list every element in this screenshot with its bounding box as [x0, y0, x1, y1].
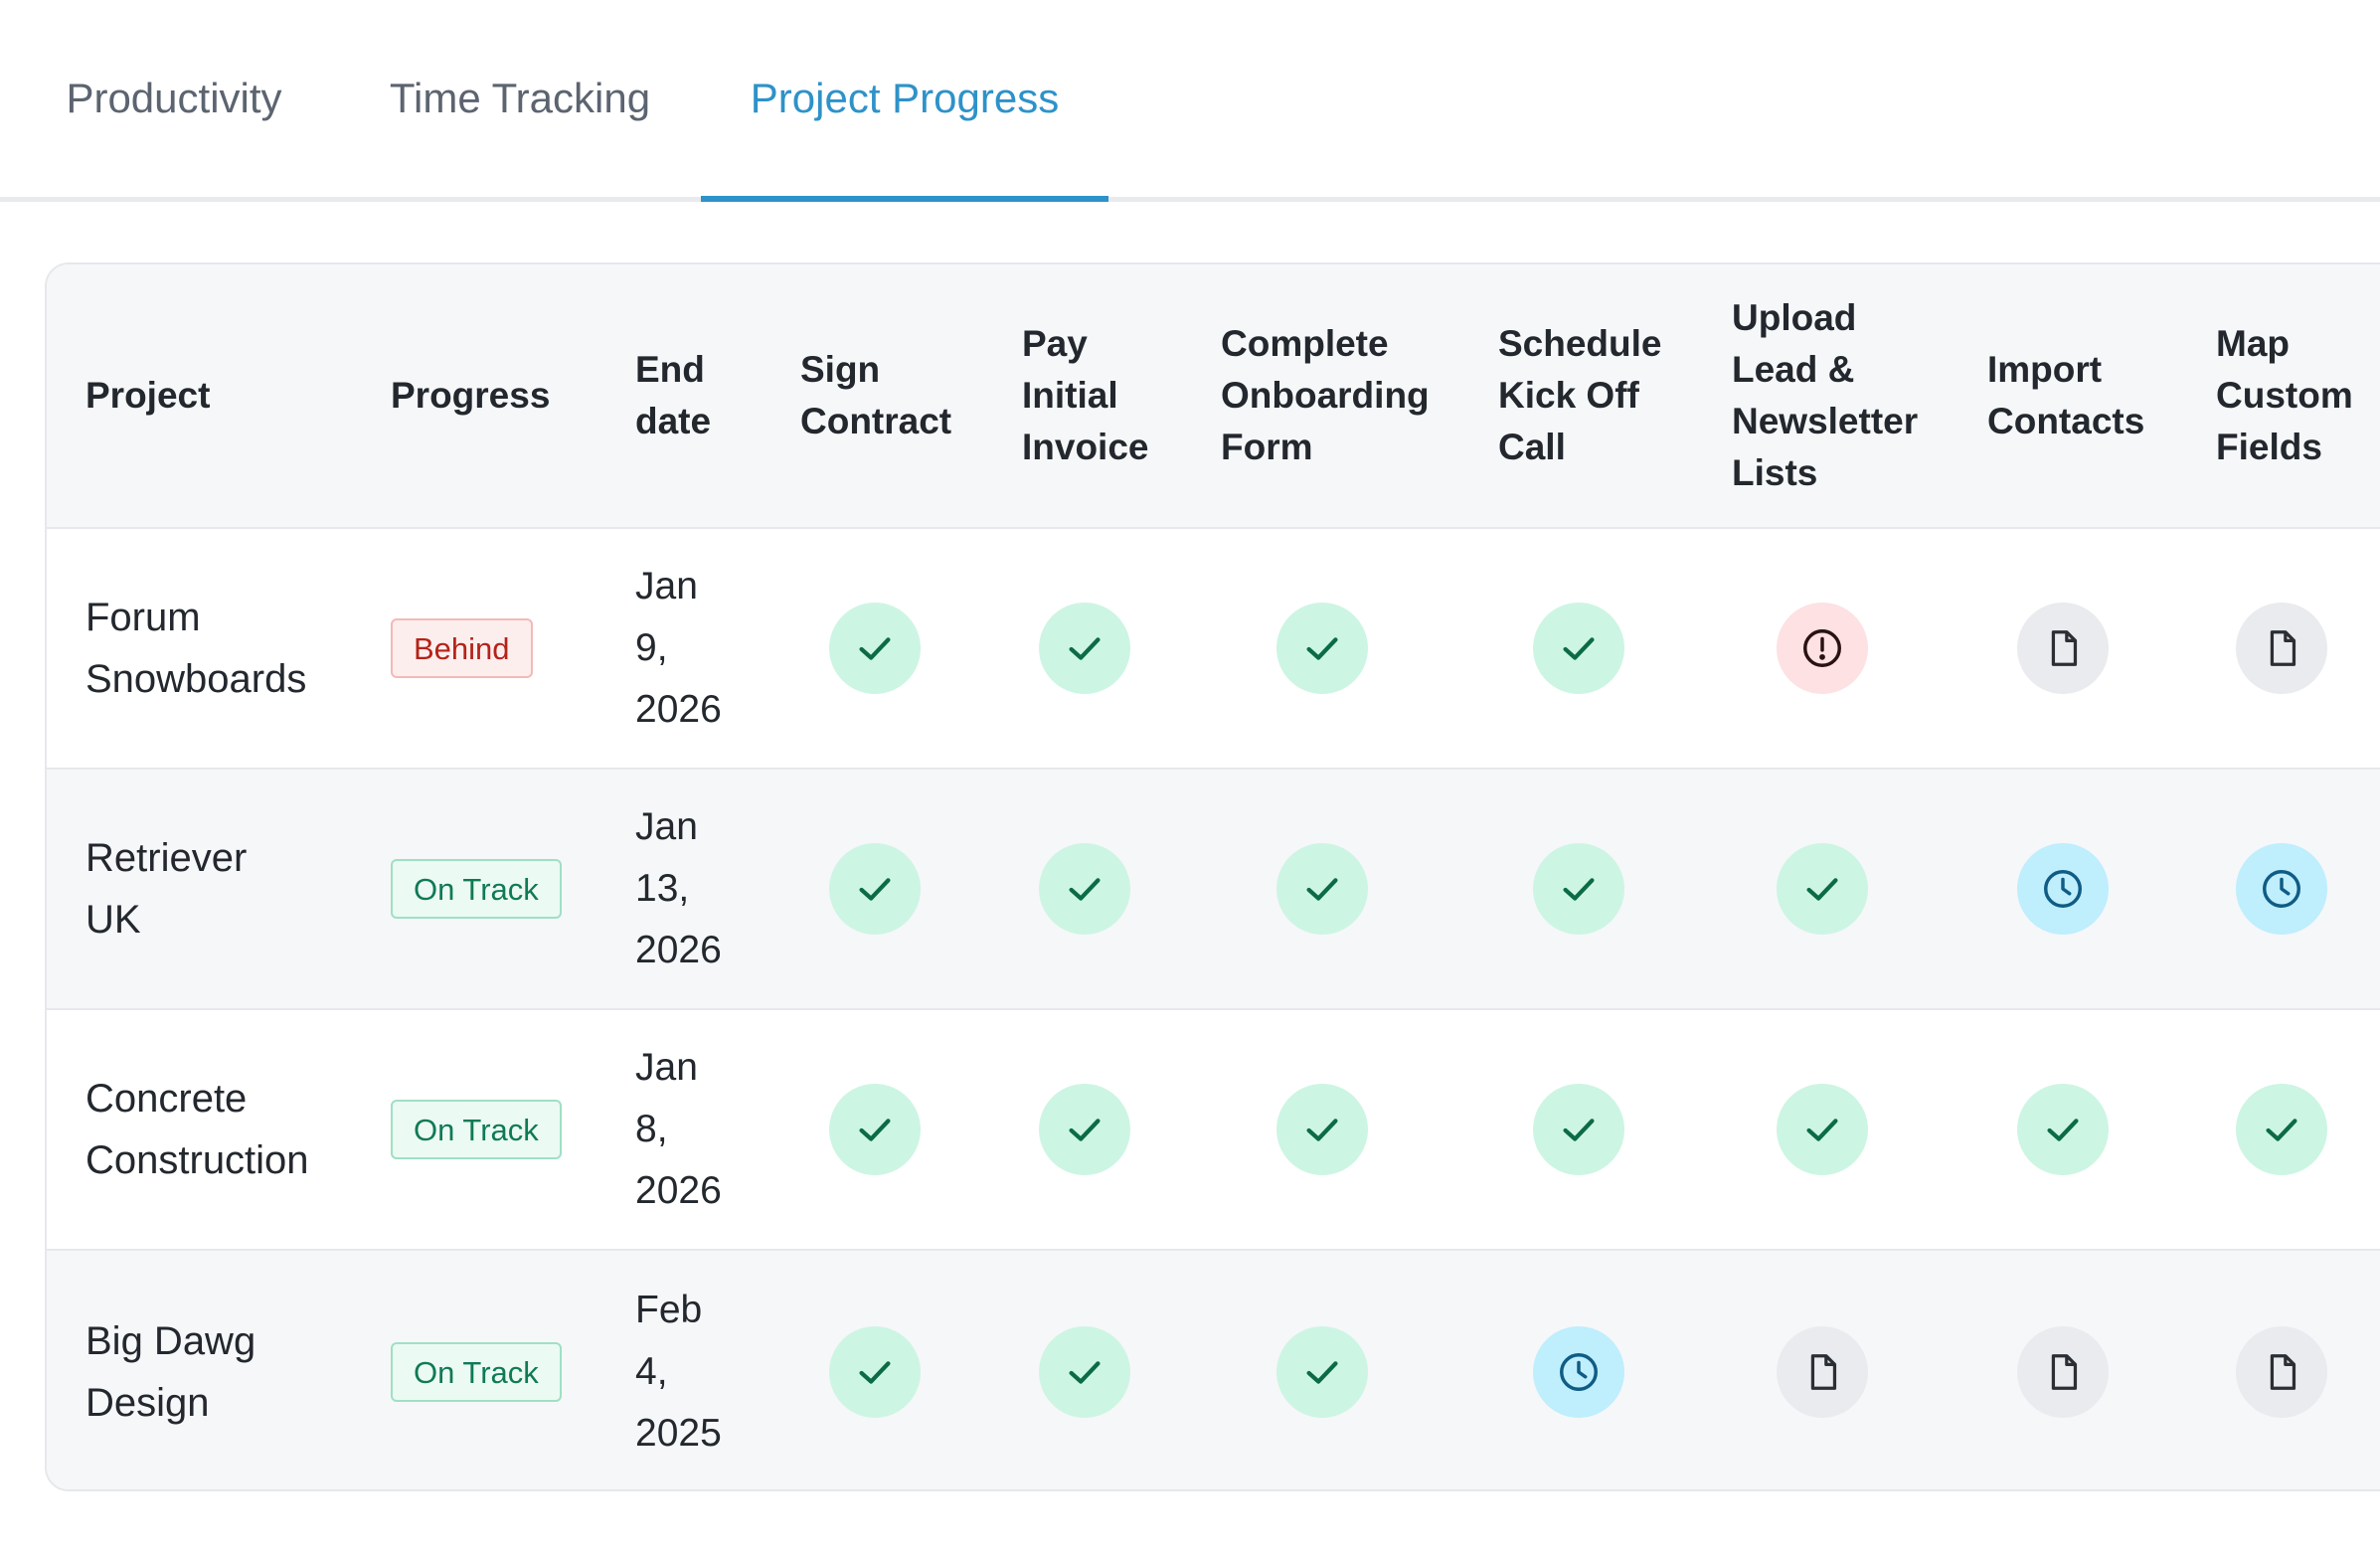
check-icon[interactable]	[2236, 1084, 2327, 1175]
column-header-project[interactable]: Project	[85, 375, 211, 416]
status-badge: Behind	[391, 618, 533, 678]
status-badge: On Track	[391, 859, 562, 919]
check-icon[interactable]	[1276, 843, 1368, 935]
clock-icon[interactable]	[2236, 843, 2327, 935]
status-cell-pay-initial-invoice	[1015, 1010, 1154, 1249]
check-icon[interactable]	[1533, 1084, 1624, 1175]
status-cell-sign-contract	[805, 1010, 944, 1249]
check-icon[interactable]	[829, 1326, 921, 1418]
document-icon[interactable]	[2236, 1326, 2327, 1418]
end-date: Jan 13, 2026	[635, 805, 722, 971]
check-icon[interactable]	[1777, 843, 1868, 935]
status-badge: On Track	[391, 1100, 562, 1159]
check-icon[interactable]	[1276, 1084, 1368, 1175]
status-cell-complete-onboarding-form	[1253, 770, 1392, 1008]
check-icon[interactable]	[1276, 1326, 1368, 1418]
status-cell-complete-onboarding-form	[1253, 529, 1392, 768]
document-icon[interactable]	[2236, 603, 2327, 694]
table-row[interactable]: Forum Snowboards Behind Jan 9, 2026	[47, 529, 2380, 770]
table-row[interactable]: Big Dawg Design On Track Feb 4, 2025	[47, 1251, 2380, 1489]
check-icon[interactable]	[829, 1084, 921, 1175]
column-header-import-contacts[interactable]: Import Contacts	[1987, 349, 2145, 441]
check-icon[interactable]	[1039, 603, 1130, 694]
status-cell-pay-initial-invoice	[1015, 1251, 1154, 1489]
project-progress-table: Project Progress End date Sign Contract …	[45, 262, 2380, 1491]
column-header-map-custom-fields[interactable]: Map Custom Fields	[2216, 323, 2353, 467]
check-icon[interactable]	[1039, 843, 1130, 935]
check-icon[interactable]	[1533, 603, 1624, 694]
status-cell-map-custom-fields	[2212, 770, 2351, 1008]
tab-bar: Productivity Time Tracking Project Progr…	[0, 0, 2380, 202]
status-cell-pay-initial-invoice	[1015, 770, 1154, 1008]
column-header-end-date[interactable]: End date	[635, 349, 712, 441]
document-icon[interactable]	[1777, 1326, 1868, 1418]
column-header-sign-contract[interactable]: Sign Contract	[800, 349, 952, 441]
check-icon[interactable]	[1276, 603, 1368, 694]
progress-cell: Behind	[391, 529, 550, 768]
tab-productivity[interactable]: Productivity	[66, 75, 282, 121]
status-cell-schedule-kick-off-call	[1509, 1010, 1648, 1249]
status-cell-sign-contract	[805, 529, 944, 768]
status-cell-import-contacts	[1993, 529, 2132, 768]
check-icon[interactable]	[1039, 1326, 1130, 1418]
status-cell-sign-contract	[805, 1251, 944, 1489]
status-cell-map-custom-fields	[2212, 529, 2351, 768]
check-icon[interactable]	[1039, 1084, 1130, 1175]
progress-cell: On Track	[391, 1010, 562, 1249]
status-cell-complete-onboarding-form	[1253, 1251, 1392, 1489]
status-badge: On Track	[391, 1342, 562, 1402]
column-header-upload-lists[interactable]: Upload Lead & Newsletter Lists	[1732, 297, 1919, 493]
status-cell-import-contacts	[1993, 1010, 2132, 1249]
document-icon[interactable]	[2017, 603, 2109, 694]
check-icon[interactable]	[2017, 1084, 2109, 1175]
status-cell-sign-contract	[805, 770, 944, 1008]
check-icon[interactable]	[829, 603, 921, 694]
clock-icon[interactable]	[1533, 1326, 1624, 1418]
status-cell-upload-lists	[1753, 529, 1892, 768]
column-header-schedule-kick-off-call[interactable]: Schedule Kick Off Call	[1498, 323, 1662, 467]
document-icon[interactable]	[2017, 1326, 2109, 1418]
status-cell-pay-initial-invoice	[1015, 529, 1154, 768]
end-date: Feb 4, 2025	[635, 1289, 722, 1455]
end-date: Jan 8, 2026	[635, 1046, 722, 1212]
status-cell-map-custom-fields	[2212, 1251, 2351, 1489]
status-cell-complete-onboarding-form	[1253, 1010, 1392, 1249]
project-name[interactable]: Big Dawg Design	[85, 1319, 256, 1425]
column-header-complete-onboarding-form[interactable]: Complete Onboarding Form	[1221, 323, 1430, 467]
progress-cell: On Track	[391, 770, 562, 1008]
check-icon[interactable]	[829, 843, 921, 935]
alert-icon[interactable]	[1777, 603, 1868, 694]
column-header-pay-initial-invoice[interactable]: Pay Initial Invoice	[1022, 323, 1149, 467]
status-cell-upload-lists	[1753, 1251, 1892, 1489]
status-cell-upload-lists	[1753, 1010, 1892, 1249]
status-cell-schedule-kick-off-call	[1509, 1251, 1648, 1489]
tab-time-tracking[interactable]: Time Tracking	[389, 75, 651, 121]
table-row[interactable]: Retriever UK On Track Jan 13, 2026	[47, 770, 2380, 1010]
project-name[interactable]: Forum Snowboards	[85, 596, 307, 701]
column-header-progress[interactable]: Progress	[391, 375, 551, 416]
end-date: Jan 9, 2026	[635, 565, 722, 731]
table-row[interactable]: Concrete Construction On Track Jan 8, 20…	[47, 1010, 2380, 1251]
status-cell-import-contacts	[1993, 1251, 2132, 1489]
tab-project-progress[interactable]: Project Progress	[701, 0, 1108, 202]
check-icon[interactable]	[1533, 843, 1624, 935]
project-name[interactable]: Concrete Construction	[85, 1077, 309, 1182]
clock-icon[interactable]	[2017, 843, 2109, 935]
status-cell-map-custom-fields	[2212, 1010, 2351, 1249]
status-cell-import-contacts	[1993, 770, 2132, 1008]
table-header-row: Project Progress End date Sign Contract …	[47, 264, 2380, 529]
check-icon[interactable]	[1777, 1084, 1868, 1175]
project-name[interactable]: Retriever UK	[85, 836, 248, 942]
progress-cell: On Track	[391, 1251, 562, 1489]
status-cell-schedule-kick-off-call	[1509, 529, 1648, 768]
status-cell-upload-lists	[1753, 770, 1892, 1008]
status-cell-schedule-kick-off-call	[1509, 770, 1648, 1008]
